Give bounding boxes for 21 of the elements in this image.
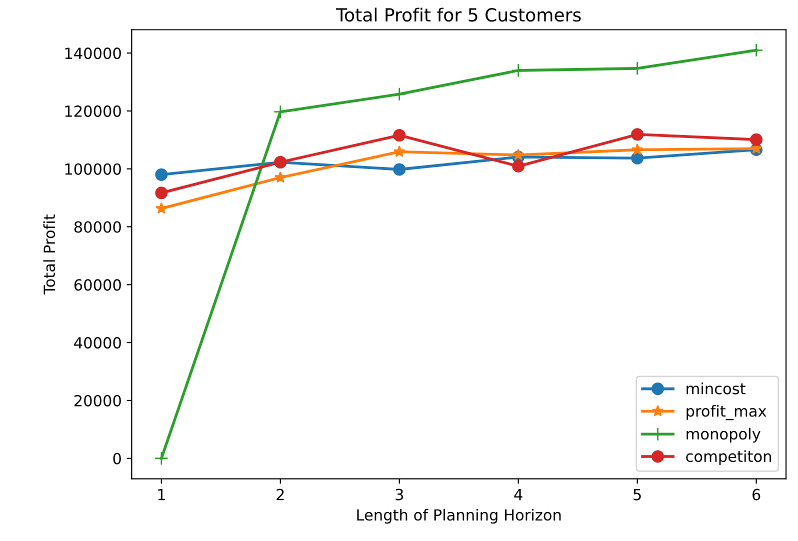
- legend-label: competiton: [686, 450, 771, 466]
- y-tick-label: 20000: [74, 394, 121, 406]
- x-tick-label: 5: [634, 488, 641, 500]
- legend-label: monopoly: [686, 428, 760, 443]
- y-tick-label: 0: [113, 452, 121, 464]
- x-tick-label: 3: [396, 488, 403, 500]
- y-tick-label: 100000: [65, 163, 121, 175]
- y-tick-label: 140000: [65, 48, 121, 60]
- x-tick-label: 6: [752, 488, 760, 500]
- y-tick-label: 120000: [65, 105, 121, 117]
- y-tick-label: 80000: [74, 221, 121, 233]
- y-tick-label: 60000: [74, 279, 121, 291]
- x-tick-label: 1: [158, 488, 165, 500]
- y-tick-label: 40000: [74, 337, 121, 349]
- x-tick-label: 2: [276, 488, 284, 500]
- x-tick-label: 4: [514, 488, 522, 500]
- x-axis-title: Length of Planning Horizon: [357, 508, 561, 524]
- legend-label: mincost: [686, 382, 746, 394]
- y-axis-title: Total Profit: [43, 214, 56, 295]
- legend-label: profit_max: [686, 404, 766, 420]
- chart-title: Total Profit for 5 Customers: [336, 8, 581, 22]
